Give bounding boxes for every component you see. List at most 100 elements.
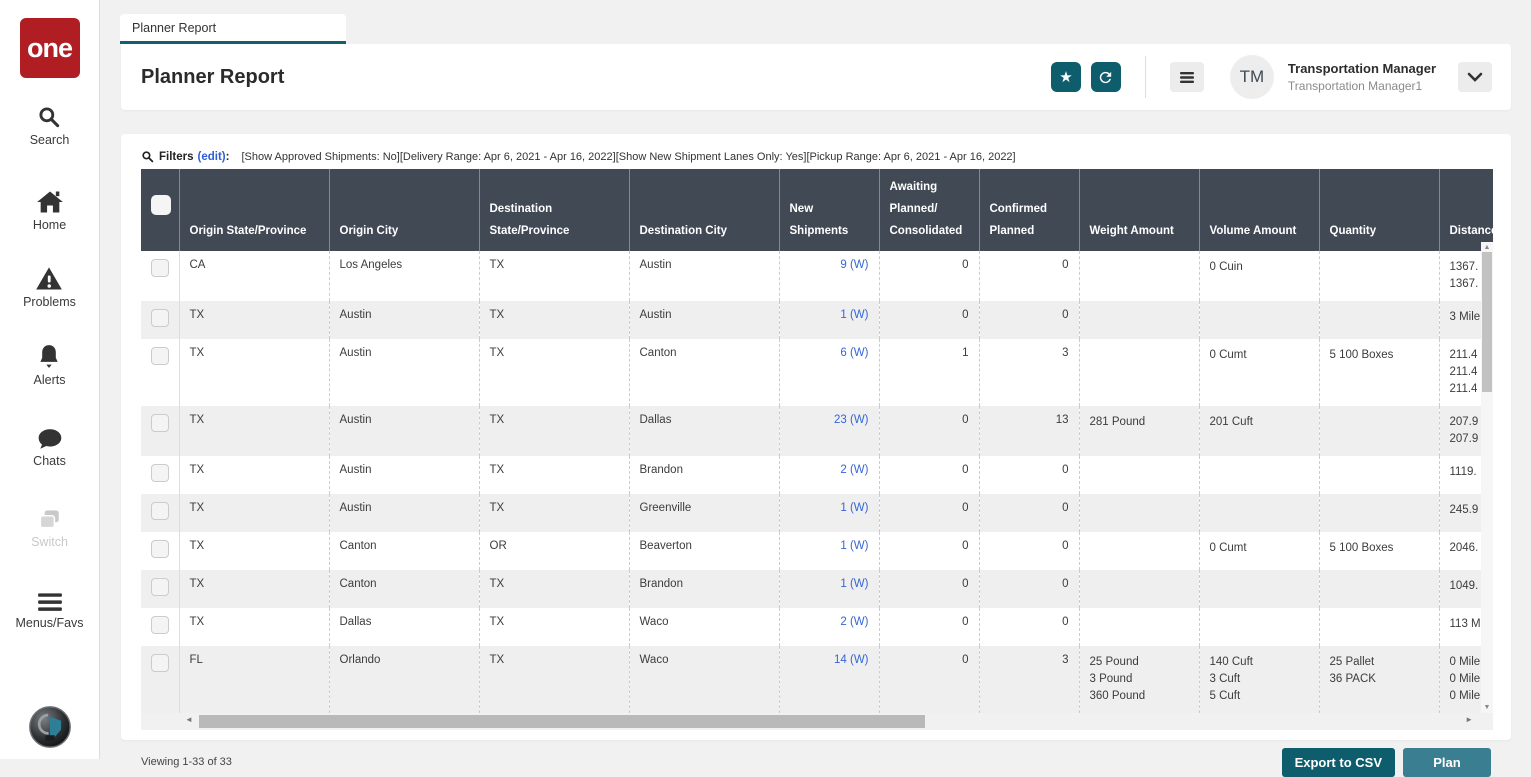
- confirmed-cell: 13: [979, 406, 1079, 456]
- search-icon: [36, 104, 62, 130]
- origin-city-cell: Dallas: [329, 608, 479, 646]
- row-checkbox[interactable]: [151, 259, 169, 277]
- col-quantity[interactable]: Quantity: [1319, 169, 1439, 251]
- volume-amount-cell: 0 Cumt: [1199, 532, 1319, 570]
- row-checkbox[interactable]: [151, 502, 169, 520]
- filters-edit-link[interactable]: (edit): [198, 151, 226, 163]
- sidebar-item-search[interactable]: Search: [30, 104, 70, 147]
- export-to-csv-button[interactable]: Export to CSV: [1282, 748, 1395, 777]
- filters-colon: :: [226, 151, 230, 163]
- new-shipments-cell: 1 (W): [779, 494, 879, 532]
- volume-amount-cell: 0 Cumt: [1199, 339, 1319, 406]
- col-dest-state[interactable]: Destination State/Province: [479, 169, 629, 251]
- volume-amount-cell: [1199, 570, 1319, 608]
- sidebar-item-chats[interactable]: Chats: [33, 427, 66, 468]
- row-checkbox[interactable]: [151, 654, 169, 672]
- volume-amount-cell: [1199, 301, 1319, 339]
- scroll-down-arrow[interactable]: ▼: [1481, 704, 1493, 711]
- col-confirmed[interactable]: Confirmed Planned: [979, 169, 1079, 251]
- neo-assistant-icon[interactable]: [28, 705, 72, 749]
- weight-amount-cell: [1079, 301, 1199, 339]
- new-shipments-link[interactable]: 23 (W): [834, 414, 869, 426]
- destination-state-cell: TX: [479, 570, 629, 608]
- row-checkbox[interactable]: [151, 347, 169, 365]
- destination-city-cell: Canton: [629, 339, 779, 406]
- new-shipments-link[interactable]: 1 (W): [840, 502, 868, 514]
- col-weight[interactable]: Weight Amount: [1079, 169, 1199, 251]
- scroll-up-arrow[interactable]: ▲: [1481, 244, 1493, 251]
- confirmed-cell: 0: [979, 301, 1079, 339]
- awaiting-cell: 0: [879, 608, 979, 646]
- vertical-scroll-thumb[interactable]: [1482, 252, 1492, 392]
- col-new-shipments[interactable]: New Shipments: [779, 169, 879, 251]
- scroll-left-arrow[interactable]: ◄: [185, 715, 193, 724]
- table-header-row: Origin State/Province Origin City Destin…: [141, 169, 1493, 251]
- new-shipments-link[interactable]: 2 (W): [840, 616, 868, 628]
- new-shipments-cell: 1 (W): [779, 301, 879, 339]
- new-shipments-link[interactable]: 6 (W): [840, 347, 868, 359]
- row-checkbox[interactable]: [151, 414, 169, 432]
- refresh-button[interactable]: [1091, 62, 1121, 92]
- filters-bar: Filters (edit): [Show Approved Shipments…: [141, 150, 1491, 163]
- sidebar-label: Switch: [31, 535, 68, 549]
- origin-state-cell: TX: [179, 406, 329, 456]
- new-shipments-link[interactable]: 2 (W): [840, 464, 868, 476]
- col-volume[interactable]: Volume Amount: [1199, 169, 1319, 251]
- quantity-cell: [1319, 608, 1439, 646]
- select-all-checkbox[interactable]: [151, 195, 171, 215]
- col-distance[interactable]: Distance: [1439, 169, 1493, 251]
- confirmed-cell: 0: [979, 532, 1079, 570]
- sidebar-label: Search: [30, 133, 70, 147]
- awaiting-cell: 0: [879, 251, 979, 301]
- hamburger-icon: [37, 591, 63, 613]
- header-menu-button[interactable]: [1170, 62, 1204, 92]
- col-origin-city[interactable]: Origin City: [329, 169, 479, 251]
- awaiting-cell: 0: [879, 646, 979, 713]
- user-menu-chevron[interactable]: [1458, 62, 1492, 92]
- plan-button[interactable]: Plan: [1403, 748, 1491, 777]
- new-shipments-link[interactable]: 1 (W): [840, 578, 868, 590]
- col-awaiting[interactable]: Awaiting Planned/ Consolidated: [879, 169, 979, 251]
- row-checkbox[interactable]: [151, 309, 169, 327]
- origin-city-cell: Canton: [329, 532, 479, 570]
- row-checkbox[interactable]: [151, 616, 169, 634]
- sidebar-item-menus-favs[interactable]: Menus/Favs: [15, 591, 83, 630]
- filter-search-icon: [141, 150, 154, 163]
- tab-planner-report[interactable]: Planner Report: [120, 14, 346, 44]
- favorite-button[interactable]: ★: [1051, 62, 1081, 92]
- star-icon: ★: [1059, 68, 1072, 86]
- sidebar-item-alerts[interactable]: Alerts: [34, 343, 66, 387]
- user-avatar[interactable]: TM: [1230, 55, 1274, 99]
- new-shipments-link[interactable]: 1 (W): [840, 309, 868, 321]
- quantity-cell: 5 100 Boxes: [1319, 532, 1439, 570]
- sidebar-item-home[interactable]: Home: [33, 189, 66, 232]
- sidebar-label: Problems: [23, 295, 76, 309]
- row-checkbox[interactable]: [151, 540, 169, 558]
- vertical-scrollbar[interactable]: ▲ ▼: [1481, 242, 1493, 713]
- header-divider: [1145, 56, 1146, 98]
- col-dest-city[interactable]: Destination City: [629, 169, 779, 251]
- col-origin-state[interactable]: Origin State/Province: [179, 169, 329, 251]
- new-shipments-link[interactable]: 1 (W): [840, 540, 868, 552]
- weight-amount-cell: [1079, 494, 1199, 532]
- new-shipments-link[interactable]: 14 (W): [834, 654, 869, 666]
- one-logo[interactable]: one: [20, 18, 80, 78]
- horizontal-scroll-thumb[interactable]: [199, 715, 925, 728]
- scroll-right-arrow[interactable]: ►: [1465, 715, 1473, 724]
- content-area: Planner Report Planner Report ★ TM Trans…: [101, 0, 1531, 759]
- filters-summary: [Show Approved Shipments: No][Delivery R…: [241, 151, 1015, 163]
- row-checkbox-cell: [141, 251, 179, 301]
- user-name: Transportation Manager: [1288, 60, 1436, 78]
- weight-amount-cell: [1079, 608, 1199, 646]
- new-shipments-link[interactable]: 9 (W): [840, 259, 868, 271]
- awaiting-cell: 1: [879, 339, 979, 406]
- row-checkbox-cell: [141, 608, 179, 646]
- horizontal-scrollbar[interactable]: ◄ ►: [141, 713, 1493, 730]
- row-checkbox[interactable]: [151, 578, 169, 596]
- sidebar-item-problems[interactable]: Problems: [23, 266, 76, 309]
- row-checkbox[interactable]: [151, 464, 169, 482]
- quantity-cell: [1319, 406, 1439, 456]
